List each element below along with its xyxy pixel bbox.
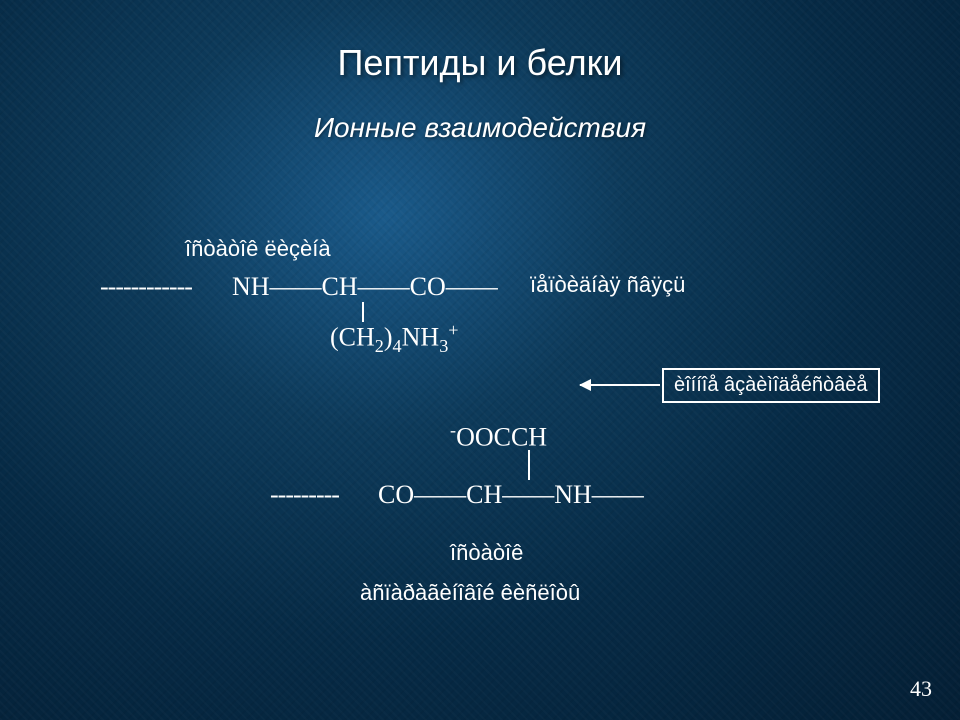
page-number: 43 bbox=[910, 676, 932, 702]
side1-sup: + bbox=[448, 320, 458, 340]
label-residue-bottom-2: àñïàðàãèíîâîé êèñëîòû bbox=[360, 580, 580, 606]
box-ionic-interaction: èîííîå âçàèìîäåéñòâèå bbox=[662, 368, 880, 403]
label-peptide-bond: ïåïòèäíàÿ ñâÿçü bbox=[530, 272, 685, 298]
label-residue-bottom-1: îñòàòîê bbox=[450, 540, 523, 566]
side2-text: OOCCH bbox=[456, 423, 547, 452]
chain2-formula: CO——CH——NH—— bbox=[378, 480, 644, 510]
bond-vertical-2 bbox=[528, 450, 530, 480]
sidechain-2: -OOCCH bbox=[450, 420, 547, 453]
side1-b: ) bbox=[384, 323, 393, 352]
chain2-dashes: --------- bbox=[270, 480, 339, 510]
slide-subtitle: Ионные взаимодействия bbox=[0, 112, 960, 144]
sidechain-1: (CH2)4NH3+ bbox=[330, 320, 459, 357]
arrow-ionic bbox=[580, 384, 660, 386]
slide-title: Пептиды и белки bbox=[0, 0, 960, 84]
side1-sub2: 4 bbox=[393, 336, 402, 356]
side1-sub3: 3 bbox=[439, 336, 448, 356]
bond-vertical-1 bbox=[362, 302, 364, 322]
side1-c: NH bbox=[402, 323, 440, 352]
side1-a: (CH bbox=[330, 323, 375, 352]
chain1-dashes: ------------ bbox=[100, 272, 192, 302]
label-residue-top: îñòàòîê ëèçèíà bbox=[185, 236, 331, 262]
side1-sub1: 2 bbox=[375, 336, 384, 356]
chain1-formula: NH——CH——CO—— bbox=[232, 272, 498, 302]
